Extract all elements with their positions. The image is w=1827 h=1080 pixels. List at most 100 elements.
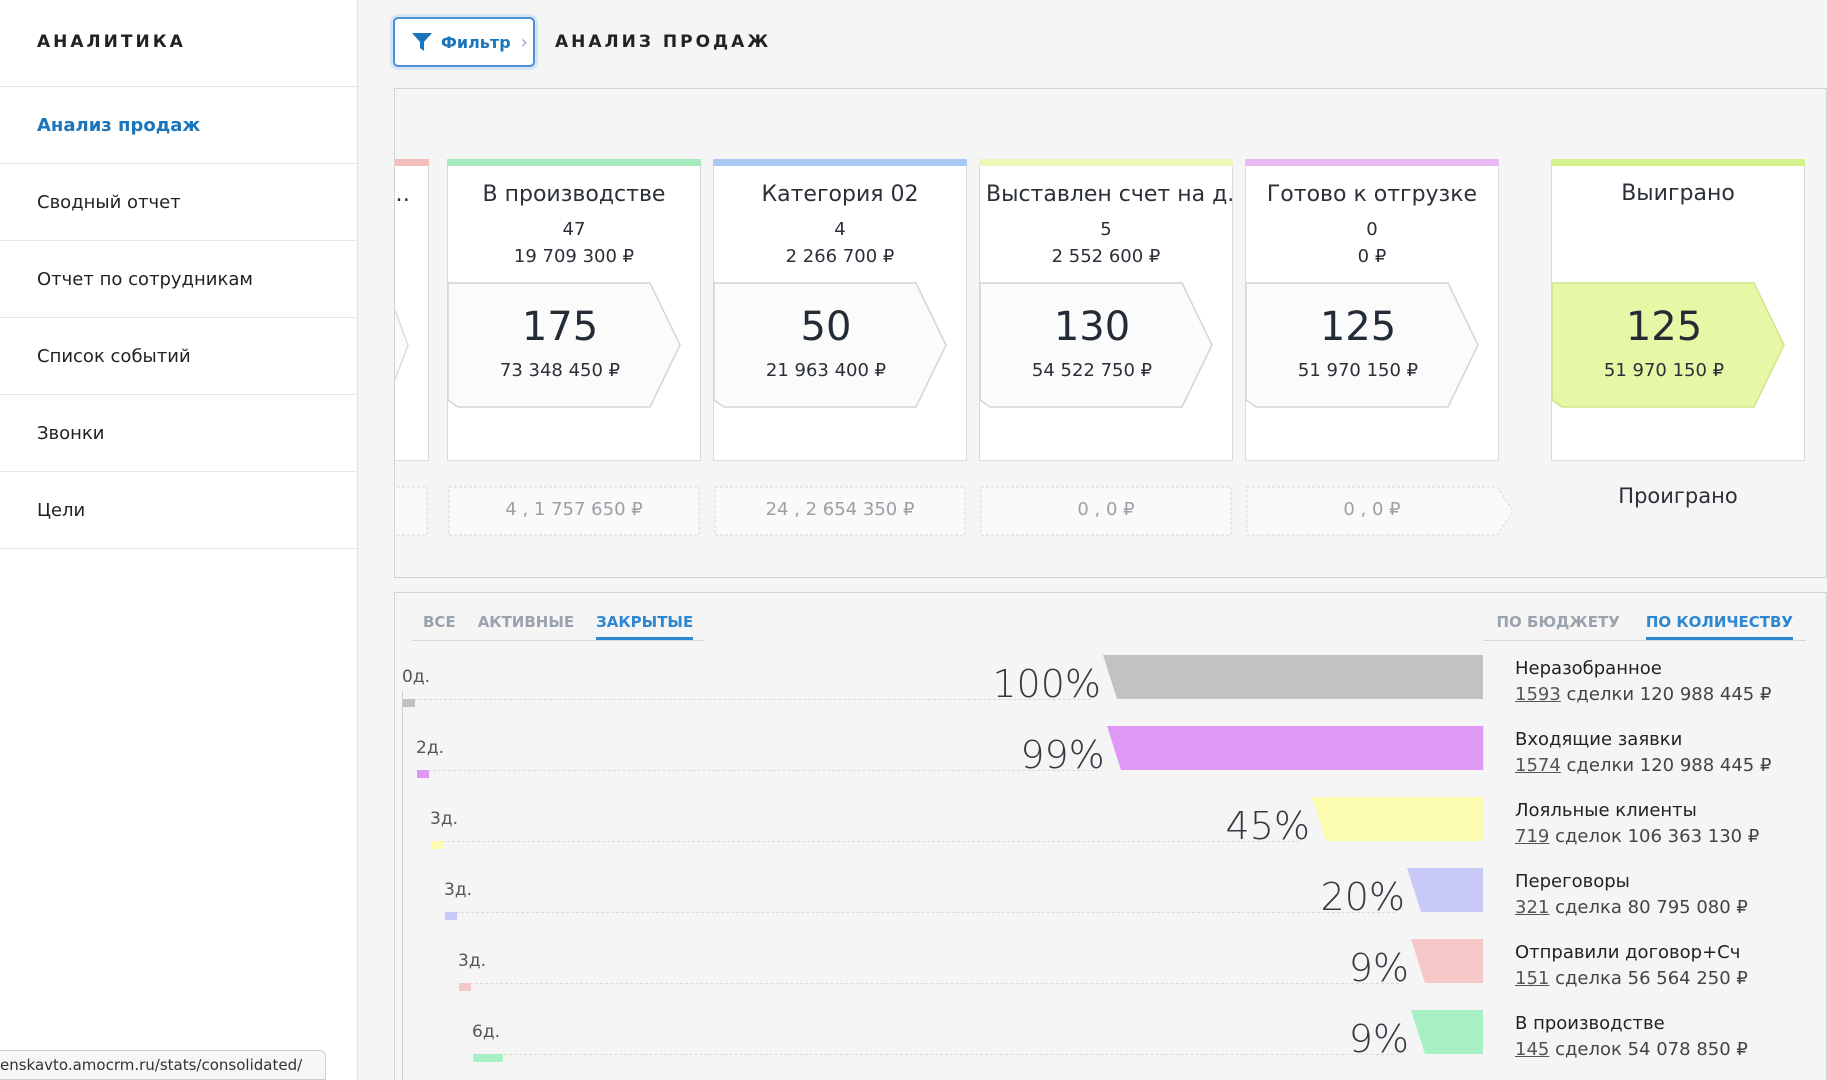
funnel-stage-meta: 1574 сделки 120 988 445 ₽ — [1515, 755, 1771, 776]
stage-lost-text: 0 , 0 ₽ — [1077, 499, 1135, 520]
stage-card-category-02[interactable]: Категория 02 4 2 266 700 ₽ 50 21 963 400… — [713, 159, 967, 461]
tab-by-budget[interactable]: ПО БЮДЖЕТУ — [1496, 613, 1620, 631]
funnel-bar[interactable] — [1103, 655, 1485, 701]
pipeline-panel: … В производстве 47 19 709 300 ₽ 175 73 … — [394, 88, 1827, 578]
stage-sum: 0 ₽ — [1357, 246, 1387, 267]
tab-closed[interactable]: ЗАКРЫТЫЕ — [596, 611, 694, 640]
stage-card-partial[interactable]: … — [395, 159, 429, 461]
sidebar-item-sales-analysis[interactable]: Анализ продаж — [0, 87, 357, 164]
guide-line — [409, 699, 1091, 700]
stage-lost-production[interactable]: 4 , 1 757 650 ₽ — [447, 485, 701, 537]
funnel-bar[interactable] — [1312, 797, 1485, 843]
filter-button[interactable]: Фильтр › — [393, 17, 535, 67]
funnel-row: 9% 6д. В производстве 145 сделок 54 078 850… — [395, 1010, 1826, 1080]
stage-lost-category-02[interactable]: 24 , 2 654 350 ₽ — [713, 485, 967, 537]
guide-line — [423, 770, 1095, 771]
stage-lost-text: 0 , 0 ₽ — [1343, 499, 1401, 520]
funnel-stage-name: Неразобранное — [1515, 658, 1662, 679]
sidebar-item-employee-report[interactable]: Отчет по сотрудникам — [0, 241, 357, 318]
funnel-deals-link[interactable]: 151 — [1515, 968, 1550, 989]
funnel-days: 3д. — [444, 880, 472, 900]
stage-count: 4 — [834, 219, 846, 240]
stage-color-bar — [395, 159, 429, 166]
filter-icon — [412, 33, 432, 51]
stage-total-sum: 51 970 150 ₽ — [1297, 360, 1419, 381]
funnel-deals-link[interactable]: 145 — [1515, 1039, 1550, 1060]
sidebar: АНАЛИТИКА Анализ продаж Сводный отчет От… — [0, 0, 358, 1080]
chevron-right-icon: › — [520, 31, 528, 53]
funnel-deals-amount: сделка 80 795 080 ₽ — [1549, 897, 1748, 918]
stage-arrow — [395, 282, 409, 408]
funnel-deals-amount: сделок 106 363 130 ₽ — [1549, 826, 1760, 847]
funnel-stage-name: Входящие заявки — [1515, 729, 1683, 750]
stage-card-won[interactable]: 125 51 970 150 ₽ — [1551, 159, 1805, 461]
funnel-days-marker — [473, 1054, 503, 1062]
deal-status-tabs: ВСЕ АКТИВНЫЕ ЗАКРЫТЫЕ — [412, 611, 705, 641]
stage-lost-invoice[interactable]: 0 , 0 ₽ — [979, 485, 1233, 537]
funnel-stage-meta: 145 сделок 54 078 850 ₽ — [1515, 1039, 1748, 1060]
funnel-deals-amount: сделки 120 988 445 ₽ — [1560, 755, 1772, 776]
won-title: Выиграно — [1621, 181, 1735, 206]
funnel-row: 45% 3д. Лояльные клиенты 719 сделок 106 363… — [395, 797, 1826, 868]
funnel-deals-amount: сделка 56 564 250 ₽ — [1549, 968, 1748, 989]
tab-by-count[interactable]: ПО КОЛИЧЕСТВУ — [1645, 611, 1793, 640]
stage-arrow: 130 54 522 750 ₽ — [976, 282, 1213, 408]
funnel-stage-name: Отправили договор+Счет — [1515, 942, 1739, 963]
sidebar-item-events-list[interactable]: Список событий — [0, 318, 357, 395]
stage-count: 5 — [1100, 219, 1112, 240]
lost-title: Проиграно — [1618, 484, 1738, 508]
stage-arrow: 125 51 970 150 ₽ — [1242, 282, 1479, 408]
status-url: enskavto.amocrm.ru/stats/consolidated/ — [0, 1050, 326, 1080]
funnel-deals-amount: сделок 54 078 850 ₽ — [1549, 1039, 1748, 1060]
funnel-days-marker — [417, 770, 429, 778]
funnel-stage-meta: 1593 сделки 120 988 445 ₽ — [1515, 684, 1771, 705]
funnel-row: 99% 2д. Входящие заявки 1574 сделки 120 988… — [395, 726, 1826, 797]
stage-card-invoice[interactable]: Выставлен счет на д... 5 2 552 600 ₽ 130… — [979, 159, 1233, 461]
funnel-deals-link[interactable]: 321 — [1515, 897, 1550, 918]
stage-lost-text: 4 , 1 757 650 ₽ — [505, 499, 643, 520]
page-title: АНАЛИЗ ПРОДАЖ — [555, 32, 772, 52]
stage-total: 175 — [521, 304, 599, 350]
funnel-days: 2д. — [416, 738, 444, 758]
funnel-percent: 99% — [1020, 733, 1105, 777]
stage-arrow: 50 21 963 400 ₽ — [710, 282, 947, 408]
funnel-bar[interactable] — [1407, 868, 1485, 914]
funnel-deals-link[interactable]: 719 — [1515, 826, 1550, 847]
stage-lost-partial[interactable] — [395, 485, 429, 537]
funnel-panel: ВСЕ АКТИВНЫЕ ЗАКРЫТЫЕ ПО БЮДЖЕТУ ПО КОЛИ… — [394, 592, 1827, 1080]
funnel-days: 3д. — [458, 951, 486, 971]
timeline-line — [402, 691, 403, 1080]
stage-arrow-won: 125 51 970 150 ₽ — [1548, 282, 1785, 408]
tab-all[interactable]: ВСЕ — [423, 613, 456, 631]
stage-sum: 19 709 300 ₽ — [513, 246, 635, 267]
funnel-days-marker — [459, 983, 471, 991]
funnel-bar[interactable] — [1411, 939, 1485, 985]
sidebar-item-calls[interactable]: Звонки — [0, 395, 357, 472]
tab-active[interactable]: АКТИВНЫЕ — [477, 613, 575, 631]
stage-lost-ready-to-ship[interactable]: 0 , 0 ₽ — [1245, 485, 1514, 537]
funnel-bar[interactable] — [1106, 726, 1485, 772]
funnel-percent: 9% — [1348, 946, 1409, 990]
guide-line — [479, 1054, 1399, 1055]
sidebar-item-goals[interactable]: Цели — [0, 472, 357, 549]
stage-total-sum: 21 963 400 ₽ — [765, 360, 887, 381]
funnel-row: 100% 0д. Неразобранное 1593 сделки 120 988 … — [395, 655, 1826, 726]
funnel-bar[interactable] — [1411, 1010, 1485, 1056]
funnel-stage-name: В производстве — [1515, 1013, 1665, 1034]
funnel-percent: 45% — [1225, 804, 1310, 848]
stage-card-production[interactable]: В производстве 47 19 709 300 ₽ 175 73 34… — [447, 159, 701, 461]
funnel-deals-link[interactable]: 1574 — [1515, 755, 1561, 776]
stage-card-ready-to-ship[interactable]: Готово к отгрузке 0 0 ₽ 125 51 970 150 ₽ — [1245, 159, 1499, 461]
funnel-percent: 20% — [1320, 875, 1405, 919]
stage-color-bar — [447, 159, 701, 166]
stage-sum: 2 552 600 ₽ — [1051, 246, 1161, 267]
filter-label: Фильтр — [441, 32, 511, 52]
stage-count: 0 — [1366, 219, 1378, 240]
guide-line — [451, 912, 1395, 913]
funnel-stage-name: Переговоры — [1515, 871, 1630, 892]
stage-name: Категория 02 — [761, 182, 919, 207]
sidebar-item-summary-report[interactable]: Сводный отчет — [0, 164, 357, 241]
funnel-days: 0д. — [402, 667, 430, 687]
stage-name: Готово к отгрузке — [1266, 182, 1478, 207]
funnel-deals-link[interactable]: 1593 — [1515, 684, 1561, 705]
